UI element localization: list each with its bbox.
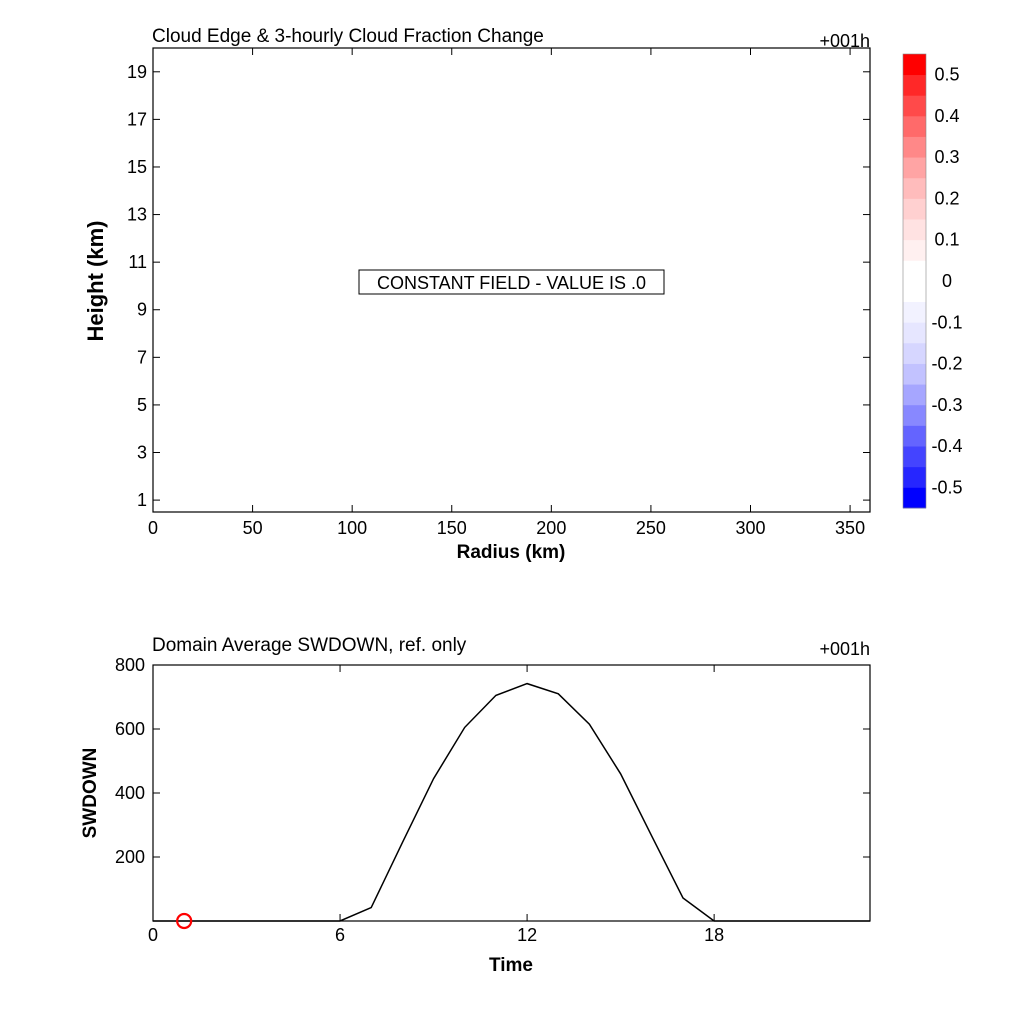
bottom-x-tick-label: 12 bbox=[517, 925, 537, 945]
top-x-tick-label: 0 bbox=[148, 518, 158, 538]
colorbar-segment bbox=[903, 115, 926, 137]
colorbar-segment bbox=[903, 342, 926, 364]
colorbar-segment bbox=[903, 281, 926, 303]
colorbar-label: 0 bbox=[942, 271, 952, 291]
colorbar-segment bbox=[903, 157, 926, 179]
colorbar-segment bbox=[903, 487, 926, 509]
colorbar-frame bbox=[902, 53, 927, 509]
colorbar-segment bbox=[903, 404, 926, 426]
colorbar-label: 0.2 bbox=[934, 188, 959, 208]
top-x-tick-label: 100 bbox=[337, 518, 367, 538]
bottom-y-tick-label: 200 bbox=[115, 847, 145, 867]
colorbar-segment bbox=[903, 322, 926, 344]
colorbar-label: -0.5 bbox=[931, 477, 962, 497]
colorbar-segment bbox=[903, 301, 926, 323]
bottom-chart-title: Domain Average SWDOWN, ref. only bbox=[152, 635, 467, 656]
colorbar-label: -0.3 bbox=[931, 395, 962, 415]
top-x-axis-label: Radius (km) bbox=[457, 542, 566, 563]
bottom-x-tick-label: 6 bbox=[335, 925, 345, 945]
colorbar-label: -0.1 bbox=[931, 312, 962, 332]
top-x-tick-label: 50 bbox=[243, 518, 263, 538]
top-y-tick-label: 19 bbox=[127, 62, 147, 82]
colorbar-segment bbox=[903, 74, 926, 96]
colorbar-segment bbox=[903, 198, 926, 220]
colorbar-label: 0.3 bbox=[934, 147, 959, 167]
top-x-tick-label: 350 bbox=[835, 518, 865, 538]
current-time-marker bbox=[176, 912, 193, 930]
colorbar-segment bbox=[903, 260, 926, 282]
top-x-tick-label: 300 bbox=[735, 518, 765, 538]
colorbar-segment bbox=[903, 384, 926, 406]
top-x-tick-label: 250 bbox=[636, 518, 666, 538]
swdown-panel: Domain Average SWDOWN, ref. only +001h 0… bbox=[80, 635, 871, 976]
constant-field-box bbox=[358, 269, 665, 295]
constant-field-annotation: CONSTANT FIELD - VALUE IS .0 bbox=[377, 273, 646, 293]
bottom-x-tick-label: 18 bbox=[704, 925, 724, 945]
bottom-y-ticks: 200 400 600 800 bbox=[115, 655, 870, 867]
colorbar bbox=[902, 53, 927, 509]
top-y-tick-label: 11 bbox=[128, 252, 147, 272]
top-y-tick-label: 13 bbox=[127, 205, 147, 225]
colorbar-label: 0.5 bbox=[934, 65, 959, 85]
bottom-x-ticks: 0 6 12 18 bbox=[148, 665, 724, 945]
top-y-tick-label: 1 bbox=[137, 490, 147, 510]
top-chart-time-tag: +001h bbox=[819, 31, 870, 51]
bottom-y-tick-label: 400 bbox=[115, 783, 145, 803]
colorbar-segment bbox=[903, 425, 926, 447]
colorbar-label: 0.1 bbox=[934, 230, 959, 250]
colorbar-label: -0.2 bbox=[931, 354, 962, 374]
colorbar-segment bbox=[903, 363, 926, 385]
colorbar-segment bbox=[903, 136, 926, 158]
bottom-chart-time-tag: +001h bbox=[819, 639, 870, 659]
colorbar-segment bbox=[903, 466, 926, 488]
top-y-axis-label: Height (km) bbox=[83, 221, 108, 342]
bottom-y-axis-label: SWDOWN bbox=[80, 748, 101, 839]
top-y-tick-label: 7 bbox=[137, 347, 147, 367]
top-y-tick-label: 3 bbox=[137, 443, 147, 463]
top-x-ticks: 0 50 100 150 200 250 300 350 bbox=[148, 48, 865, 538]
top-y-tick-label: 5 bbox=[137, 395, 147, 415]
bottom-plot-area bbox=[152, 664, 871, 922]
top-x-tick-label: 150 bbox=[437, 518, 467, 538]
colorbar-labels: 0.5 0.4 0.3 0.2 0.1 0 -0.1 -0.2 -0.3 -0.4 -0.5 bbox=[931, 65, 962, 498]
colorbar-label: 0.4 bbox=[934, 106, 959, 126]
top-y-tick-label: 9 bbox=[137, 300, 147, 320]
colorbar-segment bbox=[903, 219, 926, 241]
bottom-y-tick-label: 600 bbox=[115, 719, 145, 739]
swdown-series-line bbox=[153, 682, 870, 922]
colorbar-segment bbox=[903, 239, 926, 261]
top-y-tick-label: 15 bbox=[127, 157, 147, 177]
colorbar-label: -0.4 bbox=[931, 436, 962, 456]
top-chart-title: Cloud Edge & 3-hourly Cloud Fraction Cha… bbox=[152, 26, 544, 47]
colorbar-segment bbox=[903, 446, 926, 468]
bottom-y-tick-label: 800 bbox=[115, 655, 145, 675]
colorbar-segment bbox=[903, 54, 926, 76]
colorbar-segment bbox=[903, 177, 926, 199]
bottom-x-tick-label: 0 bbox=[148, 925, 158, 945]
cloud-fraction-panel: Cloud Edge & 3-hourly Cloud Fraction Cha… bbox=[83, 26, 963, 563]
bottom-x-axis-label: Time bbox=[489, 955, 533, 976]
colorbar-segment bbox=[903, 95, 926, 117]
top-y-tick-label: 17 bbox=[127, 109, 147, 129]
top-x-tick-label: 200 bbox=[536, 518, 566, 538]
